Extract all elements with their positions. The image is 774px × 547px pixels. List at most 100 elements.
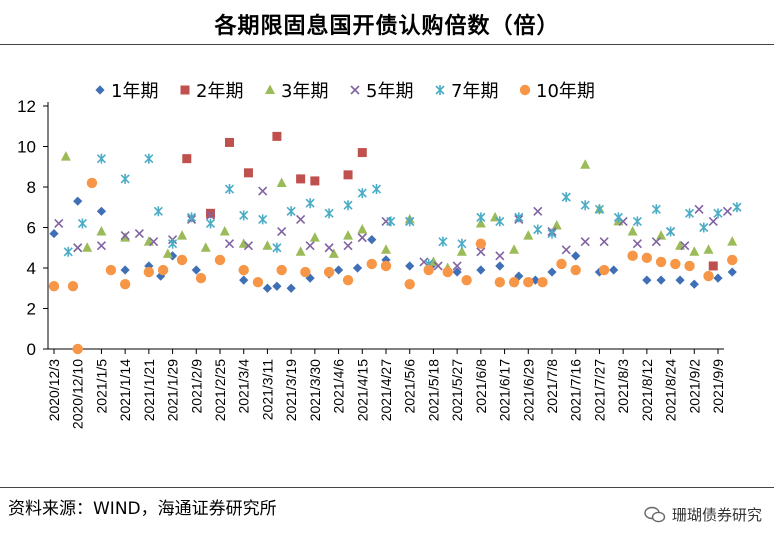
chart-area: 0 2 4 6 8 10 12 2020/12/3 2020/12/10 2021/1/5 2021…: [17, 81, 742, 429]
x-tick-label: 2021/4/27: [378, 359, 394, 421]
data-point: [54, 218, 64, 229]
legend-marker-1: [95, 85, 105, 95]
y-tick-label: 0: [27, 340, 36, 359]
data-point: [523, 276, 534, 288]
data-point: [286, 283, 296, 293]
data-point: [323, 266, 335, 278]
data-point: [703, 270, 714, 282]
source-note: 资料来源：WIND，海通证券研究所: [8, 499, 277, 519]
data-point: [157, 264, 169, 276]
x-tick-label: 2021/3/4: [236, 359, 252, 414]
legend-marker-4: [350, 85, 360, 95]
data-point: [343, 230, 354, 240]
x-tick-label: 2021/5/6: [402, 359, 418, 414]
data-point: [120, 265, 130, 275]
wechat-icon: [644, 506, 666, 522]
y-tick-label: 6: [27, 219, 36, 238]
data-point: [598, 264, 610, 276]
series-5: [63, 153, 742, 269]
x-tick-label: 2021/8/24: [663, 359, 679, 421]
data-point: [713, 273, 723, 283]
data-point: [680, 241, 690, 251]
data-point: [699, 222, 709, 233]
data-point: [419, 257, 429, 267]
data-point: [405, 216, 415, 227]
data-point: [309, 232, 320, 242]
data-point: [200, 242, 211, 252]
data-point: [594, 204, 604, 215]
watermark-text: 珊瑚债券研究: [671, 506, 762, 524]
data-point: [708, 216, 718, 226]
data-point: [176, 254, 188, 266]
legend-label-1: 1年期: [111, 81, 158, 102]
series-6: [48, 177, 738, 355]
data-point: [168, 238, 178, 249]
data-point: [571, 251, 581, 261]
data-point: [295, 246, 306, 256]
data-point: [186, 212, 197, 223]
data-point: [580, 200, 590, 211]
data-point: [252, 276, 264, 288]
data-point: [96, 153, 106, 164]
data-point: [153, 206, 163, 217]
data-point: [343, 200, 353, 211]
x-tick-label: 2021/1/5: [93, 359, 109, 414]
data-point: [277, 226, 287, 237]
data-point: [149, 237, 159, 247]
data-point: [239, 275, 249, 285]
data-point: [357, 233, 367, 243]
legend-marker-2: [180, 85, 190, 95]
data-point: [96, 226, 107, 236]
x-tick-label: 2021/6/29: [520, 359, 536, 421]
data-point: [613, 212, 623, 223]
data-point: [495, 251, 505, 261]
x-tick-label: 2021/4/15: [354, 359, 370, 421]
data-point: [452, 261, 462, 271]
data-point: [433, 261, 443, 271]
data-point: [63, 246, 73, 257]
data-point: [367, 235, 377, 245]
data-point: [722, 206, 733, 216]
y-tick-label: 10: [17, 138, 36, 157]
data-point: [684, 260, 695, 272]
data-point: [456, 246, 467, 256]
data-point: [120, 173, 130, 184]
data-point: [195, 272, 207, 284]
data-point: [205, 210, 216, 220]
data-point: [670, 258, 681, 270]
data-point: [713, 208, 723, 219]
legend-label-5: 7年期: [451, 81, 498, 102]
data-point: [177, 230, 188, 240]
data-point: [214, 254, 226, 266]
data-point: [727, 236, 738, 246]
data-point: [561, 245, 571, 255]
data-point: [641, 252, 653, 264]
x-tick-label: 2021/9/9: [710, 359, 726, 414]
series-2: [182, 131, 718, 271]
data-point: [357, 148, 367, 158]
data-point: [666, 226, 676, 237]
data-point: [182, 154, 192, 164]
data-point: [305, 273, 315, 283]
data-point: [272, 131, 282, 141]
data-point: [509, 244, 520, 254]
data-point: [627, 250, 638, 262]
data-point: [675, 275, 685, 285]
data-point: [475, 217, 486, 228]
y-tick-label: 12: [17, 97, 36, 116]
data-point: [243, 168, 253, 178]
x-tick-label: 2021/6/17: [497, 359, 513, 421]
data-point: [206, 208, 216, 218]
data-point: [533, 206, 543, 216]
data-point: [461, 274, 472, 286]
data-point: [547, 228, 557, 239]
data-point: [342, 274, 354, 286]
data-point: [475, 238, 487, 249]
data-point: [423, 264, 434, 276]
legend-marker-5: [435, 85, 445, 95]
x-tick-label: 2021/1/14: [117, 359, 133, 421]
data-point: [452, 267, 462, 277]
x-tick-label: 2021/3/19: [283, 359, 299, 421]
data-point: [60, 151, 71, 161]
data-point: [276, 264, 287, 276]
